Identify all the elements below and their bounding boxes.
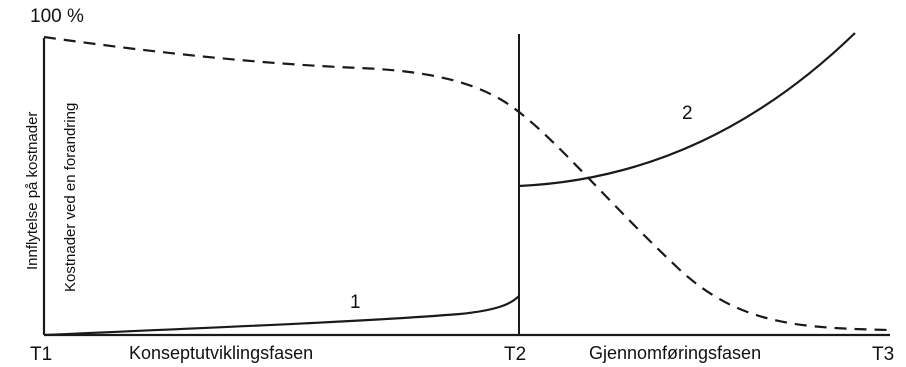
y-max-label: 100 % [30, 6, 84, 27]
time-label-t3: T3 [872, 344, 894, 365]
y-axis-label-outer: Innflytelse på kostnader [24, 112, 41, 270]
curve-1 [43, 295, 520, 337]
time-label-t1: T1 [30, 344, 52, 365]
influence-curve-dashed [43, 35, 891, 332]
curve-2-label: 2 [682, 103, 693, 124]
phase-label-concept: Konseptutviklingsfasen [129, 343, 313, 363]
time-label-t2: T2 [504, 344, 526, 365]
curve-1-label: 1 [350, 292, 361, 313]
curve-2 [518, 32, 856, 188]
y-axis-label-inner: Kostnader ved en forandring [62, 103, 79, 292]
phase-label-execution: Gjennomføringsfasen [589, 343, 761, 363]
